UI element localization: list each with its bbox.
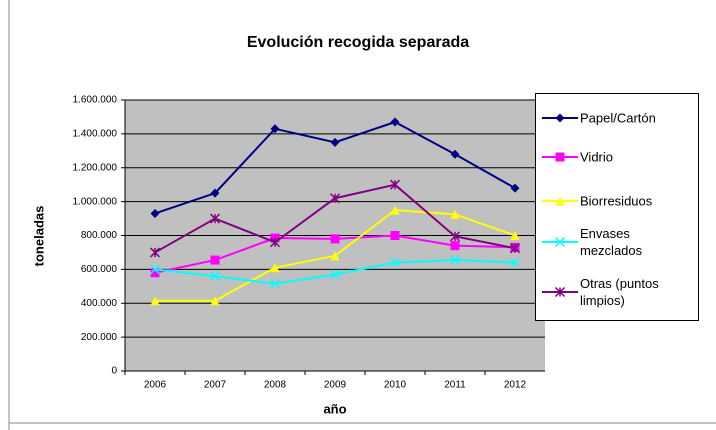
marker bbox=[510, 183, 520, 193]
marker bbox=[330, 251, 340, 261]
marker bbox=[209, 213, 221, 224]
legend-label: Biorresiduos bbox=[580, 193, 653, 209]
x-tick-label: 2011 bbox=[444, 380, 466, 391]
chart-title: Evolución recogida separada bbox=[247, 34, 469, 51]
x-tick-label: 2007 bbox=[204, 380, 227, 391]
marker bbox=[450, 149, 460, 159]
marker bbox=[389, 179, 401, 190]
marker bbox=[270, 263, 280, 273]
marker bbox=[555, 196, 565, 206]
marker bbox=[150, 208, 160, 218]
marker bbox=[150, 296, 160, 306]
marker bbox=[329, 193, 341, 204]
legend-item: Otras (puntos limpios) bbox=[536, 272, 700, 312]
marker bbox=[555, 113, 565, 123]
x-tick-label: 2010 bbox=[384, 380, 407, 391]
legend-swatch bbox=[542, 113, 578, 123]
marker bbox=[390, 231, 400, 240]
y-tick-label: 0 bbox=[111, 366, 117, 377]
marker bbox=[509, 257, 521, 268]
marker bbox=[554, 236, 566, 248]
legend-label: Papel/Cartón bbox=[580, 110, 656, 126]
y-tick-label: 200.000 bbox=[81, 332, 118, 343]
marker bbox=[269, 278, 281, 289]
legend-item: Papel/Cartón bbox=[536, 98, 700, 138]
legend-item: Vidrio bbox=[536, 137, 700, 177]
marker bbox=[509, 243, 521, 254]
legend-label: Envases mezclados bbox=[580, 226, 643, 258]
legend-swatch bbox=[542, 196, 578, 206]
y-tick-label: 1.000.000 bbox=[73, 196, 118, 207]
marker bbox=[510, 231, 520, 240]
marker bbox=[390, 117, 400, 127]
y-tick-label: 1.600.000 bbox=[73, 95, 118, 106]
legend-swatch bbox=[542, 286, 578, 298]
y-tick-label: 600.000 bbox=[81, 264, 118, 275]
marker bbox=[270, 124, 280, 134]
marker bbox=[330, 137, 340, 147]
marker bbox=[450, 209, 460, 219]
marker bbox=[554, 286, 566, 298]
legend-item: Biorresiduos bbox=[536, 181, 700, 221]
y-tick-label: 1.400.000 bbox=[73, 129, 118, 140]
y-tick-label: 800.000 bbox=[81, 230, 118, 241]
legend-swatch bbox=[542, 236, 578, 248]
x-tick-label: 2009 bbox=[324, 380, 347, 391]
marker bbox=[389, 257, 401, 268]
marker bbox=[149, 247, 161, 258]
legend-label: Otras (puntos limpios) bbox=[580, 276, 659, 308]
marker bbox=[449, 231, 461, 242]
marker bbox=[555, 152, 565, 162]
y-axis-label: toneladas bbox=[31, 206, 46, 267]
marker bbox=[210, 188, 220, 198]
legend-item: Envases mezclados bbox=[536, 222, 700, 262]
x-axis-label: año bbox=[323, 401, 346, 416]
legend-swatch bbox=[542, 152, 578, 162]
y-tick-label: 1.200.000 bbox=[73, 162, 118, 173]
marker bbox=[210, 255, 220, 265]
marker bbox=[150, 268, 160, 278]
marker bbox=[449, 255, 461, 266]
legend-label: Vidrio bbox=[580, 149, 614, 165]
marker bbox=[390, 205, 400, 215]
x-tick-label: 2012 bbox=[504, 380, 527, 391]
marker bbox=[450, 241, 460, 251]
legend: Papel/Cartón Vidrio Biorresiduos Envases me… bbox=[535, 93, 699, 321]
marker bbox=[330, 234, 340, 244]
x-tick-label: 2006 bbox=[144, 380, 167, 391]
marker bbox=[209, 271, 221, 282]
x-tick-label: 2008 bbox=[264, 380, 287, 391]
y-tick-label: 400.000 bbox=[81, 298, 118, 309]
marker bbox=[269, 237, 281, 248]
marker bbox=[210, 296, 220, 306]
marker bbox=[149, 264, 161, 275]
marker bbox=[329, 269, 341, 280]
